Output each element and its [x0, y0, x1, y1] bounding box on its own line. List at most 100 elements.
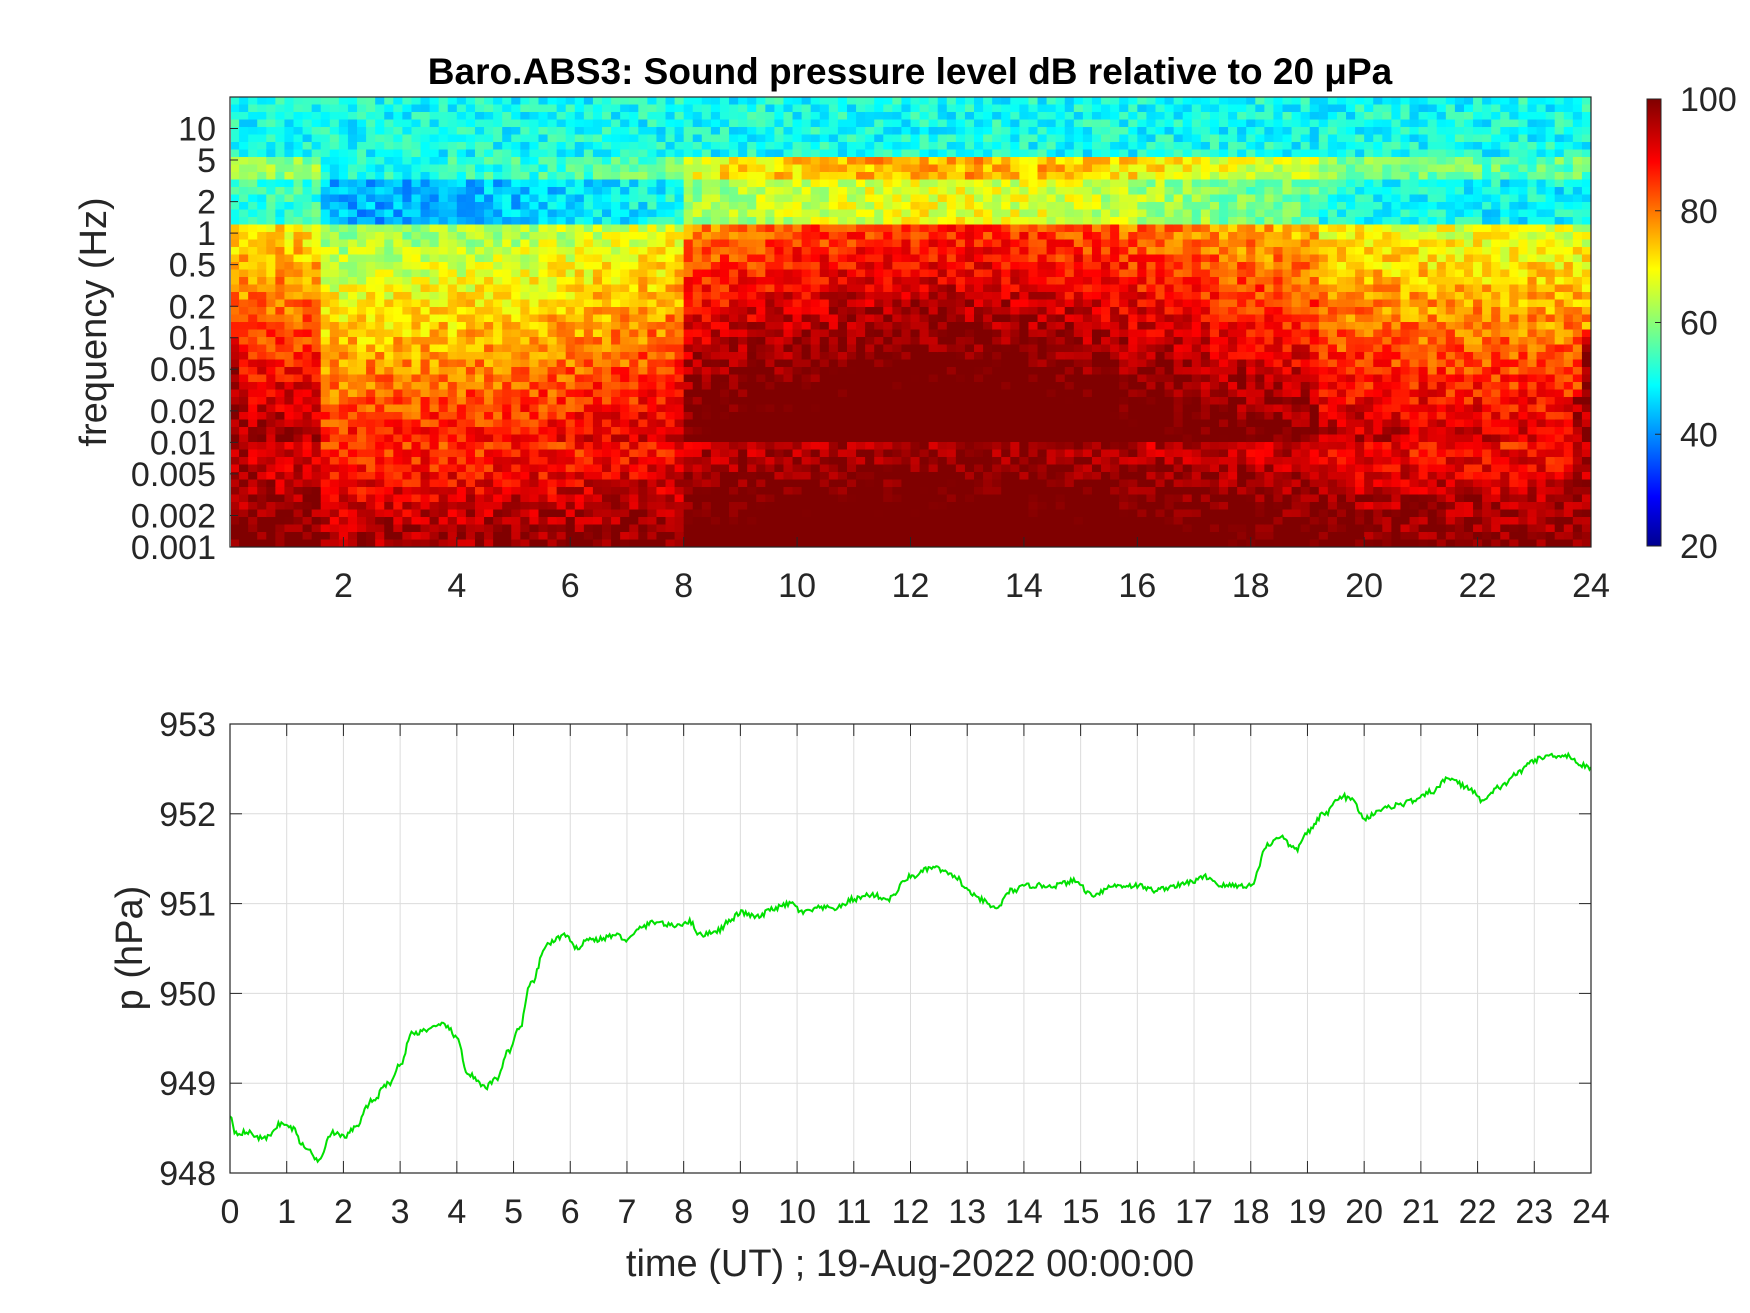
spectrogram-cell	[656, 412, 667, 421]
spectrogram-cell	[837, 337, 848, 346]
spectrogram-cell	[729, 517, 739, 526]
spectrogram-cell	[438, 142, 449, 151]
spectrogram-cell	[846, 419, 857, 428]
spectrogram-cell	[402, 97, 413, 106]
spectrogram-cell	[239, 434, 249, 443]
spectrogram-cell	[239, 119, 249, 128]
spectrogram-cell	[456, 524, 467, 533]
spectrogram-cell	[284, 532, 295, 541]
spectrogram-cell	[937, 337, 948, 346]
spectrogram-cell	[293, 532, 304, 541]
spectrogram-cell	[529, 337, 540, 346]
spectrogram-cell	[683, 382, 694, 391]
spectrogram-cell	[638, 164, 648, 173]
spectrogram-cell	[493, 539, 503, 547]
spectrogram-cell	[484, 442, 494, 451]
spectrogram-cell	[774, 142, 785, 151]
spectrogram-cell	[783, 389, 794, 398]
spectrogram-cell	[493, 292, 503, 301]
spectrogram-cell	[719, 494, 730, 503]
spectrogram-cell	[946, 502, 957, 511]
spectrogram-cell	[747, 404, 757, 413]
spectrogram-cell	[556, 112, 567, 121]
spectrogram-cell	[556, 389, 567, 398]
spectrogram-cell	[366, 292, 376, 301]
spectrogram-cell	[231, 329, 240, 338]
spectrogram-cell	[946, 134, 957, 143]
spectrogram-cell	[592, 412, 603, 421]
spectrogram-cell	[302, 472, 313, 481]
spectrogram-cell	[629, 382, 639, 391]
spectrogram-cell	[248, 164, 258, 173]
spectrogram-cell	[974, 142, 984, 151]
spectrogram-cell	[311, 119, 322, 128]
spectrogram-cell	[248, 239, 258, 248]
spectrogram-cell	[719, 164, 730, 173]
spectrogram-cell	[320, 232, 331, 241]
spectrogram-cell	[901, 329, 912, 338]
spectrogram-cell	[384, 532, 394, 541]
spectrogram-cell	[946, 434, 957, 443]
spectrogram-cell	[456, 194, 467, 203]
spectrogram-cell	[774, 449, 785, 458]
spectrogram-cell	[928, 532, 939, 541]
spectrogram-cell	[674, 389, 685, 398]
spectrogram-cell	[937, 412, 948, 421]
spectrogram-cell	[493, 502, 503, 511]
spectrogram-cell	[946, 352, 957, 361]
spectrogram-cell	[384, 314, 394, 323]
spectrogram-cell	[964, 352, 975, 361]
spectrogram-cell	[638, 179, 648, 188]
spectrogram-cell	[239, 262, 249, 271]
spectrogram-cell	[810, 299, 821, 308]
spectrogram-cell	[293, 487, 304, 496]
spectrogram-cell	[520, 187, 531, 196]
spectrogram-cell	[248, 277, 258, 286]
spectrogram-cell	[565, 119, 576, 128]
spectrogram-cell	[774, 397, 785, 406]
spectrogram-cell	[774, 382, 785, 391]
spectrogram-cell	[493, 449, 503, 458]
spectrogram-cell	[937, 142, 948, 151]
spectrogram-cell	[375, 382, 385, 391]
spectrogram-cell	[729, 479, 739, 488]
spectrogram-cell	[774, 374, 785, 383]
spectrogram-cell	[964, 412, 975, 421]
spectrogram-cell	[856, 277, 866, 286]
spectrogram-cell	[231, 502, 240, 511]
spectrogram-cell	[420, 464, 431, 473]
spectrogram-cell	[964, 382, 975, 391]
spectrogram-cell	[919, 382, 930, 391]
spectrogram-cell	[819, 374, 830, 383]
spectrogram-cell	[502, 472, 512, 481]
spectrogram-cell	[438, 284, 449, 293]
spectrogram-cell	[964, 157, 975, 166]
spectrogram-cell	[320, 112, 331, 121]
spectrogram-cell	[456, 172, 467, 181]
spectrogram-cell	[511, 427, 521, 436]
spectrogram-cell	[765, 239, 775, 248]
spectrogram-cell	[865, 149, 875, 158]
spectrogram-cell	[366, 314, 376, 323]
spectrogram-cell	[302, 412, 313, 421]
spectrogram-cell	[411, 307, 422, 316]
spectrogram-cell	[538, 172, 549, 181]
spectrogram-cell	[520, 247, 531, 256]
spectrogram-cell	[393, 239, 403, 248]
spectrogram-cell	[284, 307, 295, 316]
spectrogram-cell	[556, 419, 567, 428]
spectrogram-cell	[366, 104, 376, 113]
spectrogram-cell	[883, 142, 893, 151]
spectrogram-cell	[620, 457, 630, 466]
spectrogram-cell	[275, 292, 286, 301]
spectrogram-cell	[828, 502, 839, 511]
spectrogram-cell	[284, 224, 295, 233]
spectrogram-cell	[583, 149, 594, 158]
spectrogram-cell	[592, 164, 603, 173]
spectrogram-cell	[647, 149, 658, 158]
spectrogram-cell	[592, 134, 603, 143]
spectrogram-cell	[411, 427, 422, 436]
spectrogram-cell	[465, 397, 476, 406]
spectrogram-cell	[865, 337, 875, 346]
spectrogram-cell	[529, 119, 540, 128]
